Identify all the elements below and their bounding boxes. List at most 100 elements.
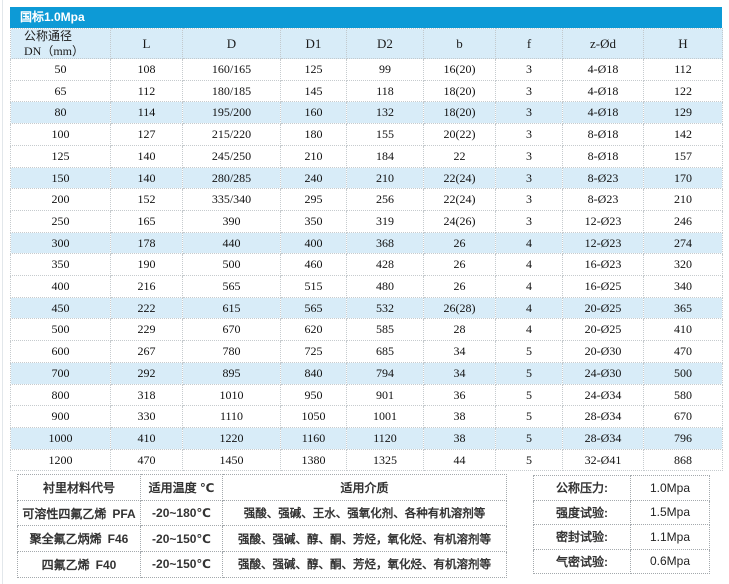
spec-cell: 215/220 [182,123,281,146]
spec-row-dn-65: 65 112 180/185 145 118 18(20) 3 4-Ø18 122 [10,79,723,103]
spec-cell: 428 [346,253,424,277]
spec-cell: 365 [643,296,723,320]
spec-cell: 4-Ø18 [562,101,644,125]
spec-cell: 28 [423,318,496,342]
spec-cell: 24-Ø34 [562,383,644,407]
spec-cell: 895 [182,361,281,385]
dn-header-line1: 公称通径 [24,29,73,44]
spec-cell: 65 [10,79,111,103]
col-header-dn: 公称通径 DN（mm） [10,28,111,59]
material-code: F46 [107,532,129,547]
col-header-d: D [182,28,281,59]
spec-cell: 250 [10,209,111,233]
spec-cell: 28-Ø34 [562,426,644,450]
materials-row-f40: 四氟乙烯 F40 -20~150℃ 强酸、强碱、醇、酮、芳烃，氧化烃、有机溶剂等 [17,551,507,578]
spec-cell: 16-Ø25 [562,275,644,298]
spec-cell: 950 [280,383,347,407]
spec-cell: 1120 [346,426,424,450]
materials-header-row: 衬里材料代号 适用温度 ℃ 适用介质 [17,474,507,501]
spec-cell: 38 [423,426,496,450]
spec-cell: 1325 [346,448,424,472]
spec-cell: 450 [10,296,111,320]
spec-row-dn-800: 800 318 1010 950 901 36 5 24-Ø34 580 [10,383,723,407]
spec-cell: 320 [643,253,723,277]
spec-cell: 180/185 [182,79,281,103]
spec-cell: 700 [10,361,111,385]
pressure-label: 强度试验: [533,499,631,525]
spec-cell: 118 [346,79,424,103]
material-name: 可溶性四氟乙烯 [22,506,107,521]
spec-cell: 22(24) [423,166,496,190]
spec-row-dn-200: 200 152 335/340 295 256 22(24) 3 8-Ø23 210 [10,188,723,211]
spec-cell: 44 [423,448,496,472]
material-name: 聚全氟乙炳烯 [29,532,102,547]
spec-cell: 195/200 [182,101,281,125]
col-header-l: L [110,28,183,59]
spec-cell: 280/285 [182,166,281,190]
spec-cell: 210 [280,144,347,168]
pressure-label: 气密试验: [533,548,631,574]
col-header-b: b [423,28,496,59]
spec-cell: 565 [280,296,347,320]
spec-row-dn-1200: 1200 470 1450 1380 1325 44 5 32-Ø41 868 [10,448,723,472]
material-name-cell: 四氟乙烯 F40 [17,551,141,578]
pressure-row: 密封试验: 1.1Mpa [533,524,710,550]
spec-cell: 350 [10,253,111,277]
spec-cell: 142 [643,123,723,146]
material-temperature-cell: -20~180℃ [140,499,223,527]
spec-cell: 500 [10,318,111,342]
material-temperature-cell: -20~150℃ [140,551,223,578]
spec-cell: 1220 [182,426,281,450]
spec-cell: 840 [280,361,347,385]
materials-row-f46: 聚全氟乙炳烯 F46 -20~150℃ 强酸、强碱、醇、酮、芳烃，氧化烃、有机溶剂等 [17,525,507,553]
spec-cell: 3 [495,101,563,125]
spec-cell: 460 [280,253,347,277]
spec-cell: 470 [643,340,723,363]
spec-cell: 3 [495,166,563,190]
spec-cell: 685 [346,340,424,363]
spec-cell: 34 [423,340,496,363]
spec-cell: 80 [10,101,111,125]
spec-cell: 3 [495,188,563,211]
spec-cell: 319 [346,209,424,233]
spec-cell: 670 [643,405,723,428]
spec-row-dn-150: 150 140 280/285 240 210 22(24) 3 8-Ø23 170 [10,166,723,190]
spec-cell: 4-Ø18 [562,79,644,103]
spec-cell: 100 [10,123,111,146]
spec-cell: 480 [346,275,424,298]
spec-cell: 28-Ø34 [562,405,644,428]
spec-cell: 122 [643,79,723,103]
spec-row-dn-300: 300 178 440 400 368 26 4 12-Ø23 274 [10,231,723,255]
spec-cell: 267 [110,340,183,363]
spec-cell: 112 [643,58,723,81]
spec-cell: 200 [10,188,111,211]
spec-cell: 470 [110,448,183,472]
spec-cell: 368 [346,231,424,255]
spec-cell: 20(22) [423,123,496,146]
spec-row-dn-450: 450 222 615 565 532 26(28) 4 20-Ø25 365 [10,296,723,320]
spec-cell: 8-Ø18 [562,123,644,146]
spec-cell: 216 [110,275,183,298]
spec-cell: 165 [110,209,183,233]
spec-cell: 4 [495,275,563,298]
spec-row-dn-700: 700 292 895 840 794 34 5 24-Ø30 500 [10,361,723,385]
spec-cell: 340 [643,275,723,298]
spec-cell: 410 [643,318,723,342]
spec-cell: 1050 [280,405,347,428]
pressure-value: 1.0Mpa [630,475,710,501]
spec-cell: 400 [10,275,111,298]
spec-cell: 112 [110,79,183,103]
spec-cell: 18(20) [423,79,496,103]
spec-cell: 50 [10,58,111,81]
spec-cell: 155 [346,123,424,146]
spec-cell: 796 [643,426,723,450]
spec-cell: 300 [10,231,111,255]
spec-cell: 184 [346,144,424,168]
spec-cell: 3 [495,58,563,81]
spec-cell: 4 [495,296,563,320]
spec-cell: 210 [643,188,723,211]
spec-cell: 246 [643,209,723,233]
spec-cell: 5 [495,426,563,450]
spec-cell: 20-Ø25 [562,318,644,342]
